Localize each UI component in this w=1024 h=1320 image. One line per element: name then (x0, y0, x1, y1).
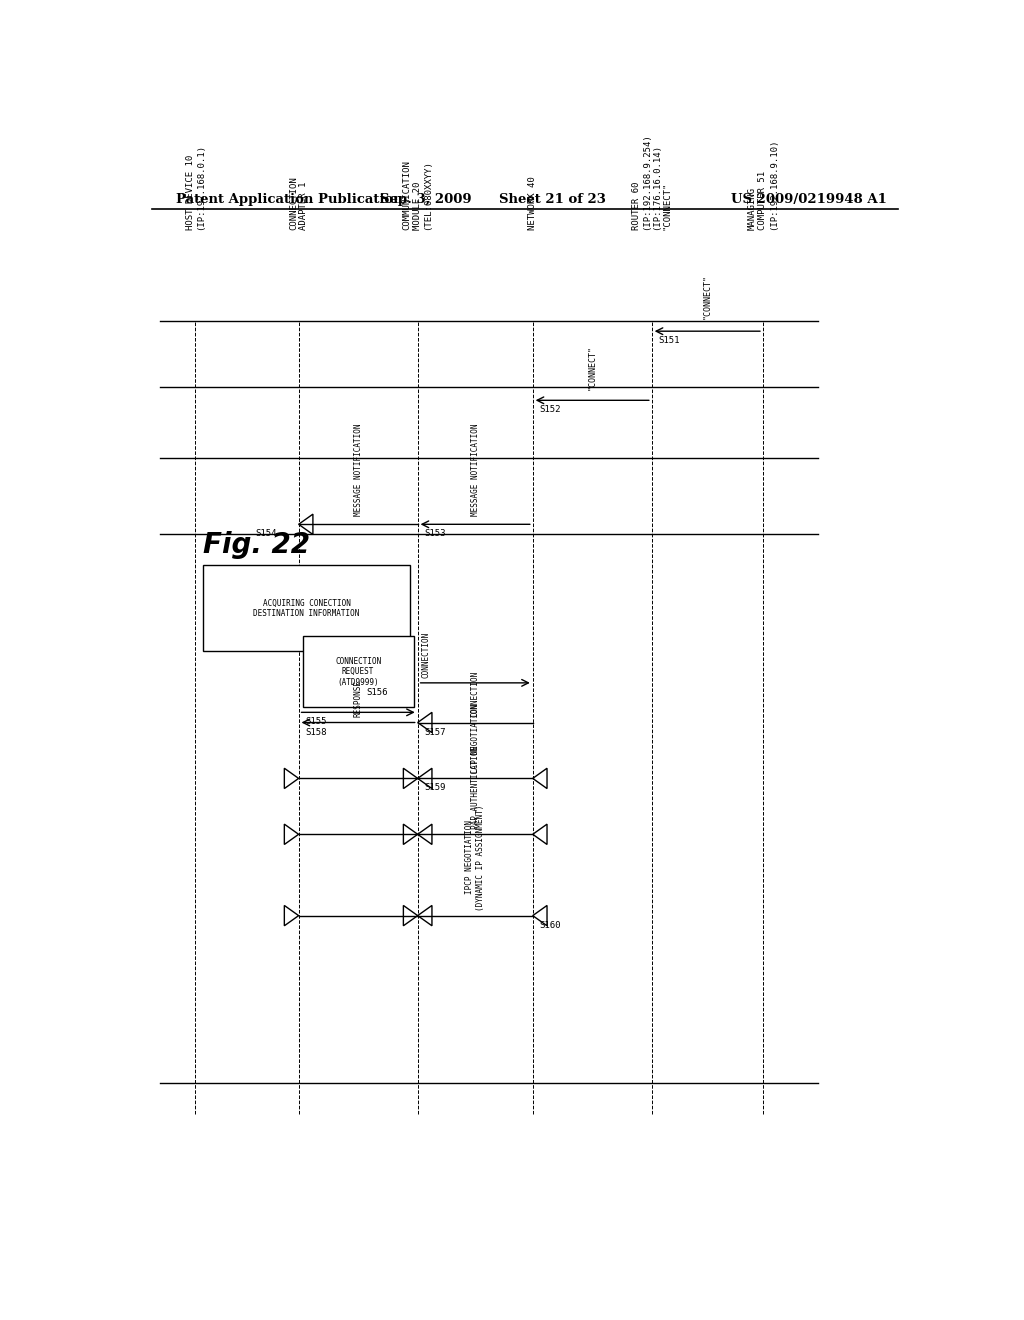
Text: CONNECTION: CONNECTION (471, 671, 479, 718)
Bar (303, 636, 414, 708)
Text: Sep. 3, 2009: Sep. 3, 2009 (380, 193, 471, 206)
Text: NETWORK 40: NETWORK 40 (528, 176, 538, 230)
Text: CONNECTION
REQUEST
(ATD9999): CONNECTION REQUEST (ATD9999) (335, 657, 381, 686)
Text: ACQUIRING CONECTION
DESTINATION INFORMATION: ACQUIRING CONECTION DESTINATION INFORMAT… (253, 598, 359, 618)
Text: MANAGING
COMPUTER 51
(IP:192.168.9.10): MANAGING COMPUTER 51 (IP:192.168.9.10) (748, 139, 778, 230)
Text: Sheet 21 of 23: Sheet 21 of 23 (499, 193, 606, 206)
Text: S153: S153 (424, 529, 445, 539)
Text: ROUTER 60
(IP:192.168.9.254)
(IP:176.16.0.14)
"CONNECT": ROUTER 60 (IP:192.168.9.254) (IP:176.16.… (632, 133, 672, 230)
Text: S154: S154 (255, 529, 276, 539)
Text: IPCP NEGOTIATION
(DYNAMIC IP ASSIGNMENT): IPCP NEGOTIATION (DYNAMIC IP ASSIGNMENT) (466, 804, 485, 911)
Text: CONNECTION: CONNECTION (422, 631, 431, 677)
Text: S159: S159 (424, 784, 445, 792)
Text: S152: S152 (539, 405, 560, 414)
Text: MESSAGE NOTIFICATION: MESSAGE NOTIFICATION (353, 424, 362, 516)
Bar (204, 565, 410, 651)
Text: S151: S151 (658, 337, 680, 346)
Text: S156: S156 (367, 688, 387, 697)
Text: HOST DEVICE 10
(IP:192.168.0.1): HOST DEVICE 10 (IP:192.168.0.1) (185, 144, 205, 230)
Text: MESSAGE NOTIFICATION: MESSAGE NOTIFICATION (471, 424, 479, 516)
Text: "CONNECT": "CONNECT" (588, 345, 597, 391)
Text: Patent Application Publication: Patent Application Publication (176, 193, 402, 206)
Text: CONNECTION
ADAPTER 1: CONNECTION ADAPTER 1 (289, 176, 308, 230)
Text: RESPONSE: RESPONSE (353, 680, 362, 718)
Text: S160: S160 (539, 921, 560, 929)
Text: LCP NEGOTIATION: LCP NEGOTIATION (471, 704, 479, 774)
Text: COMMUNICATION
MODULE 20
(TEL:080XXYY): COMMUNICATION MODULE 20 (TEL:080XXYY) (402, 160, 432, 230)
Text: S158: S158 (305, 727, 327, 737)
Text: PAP AUTHENTICATION: PAP AUTHENTICATION (471, 746, 479, 829)
Text: S155: S155 (305, 718, 327, 726)
Text: S157: S157 (424, 727, 445, 737)
Text: US 2009/0219948 A1: US 2009/0219948 A1 (731, 193, 887, 206)
Text: "CONNECT": "CONNECT" (702, 275, 712, 319)
Text: Fig. 22: Fig. 22 (204, 531, 310, 558)
